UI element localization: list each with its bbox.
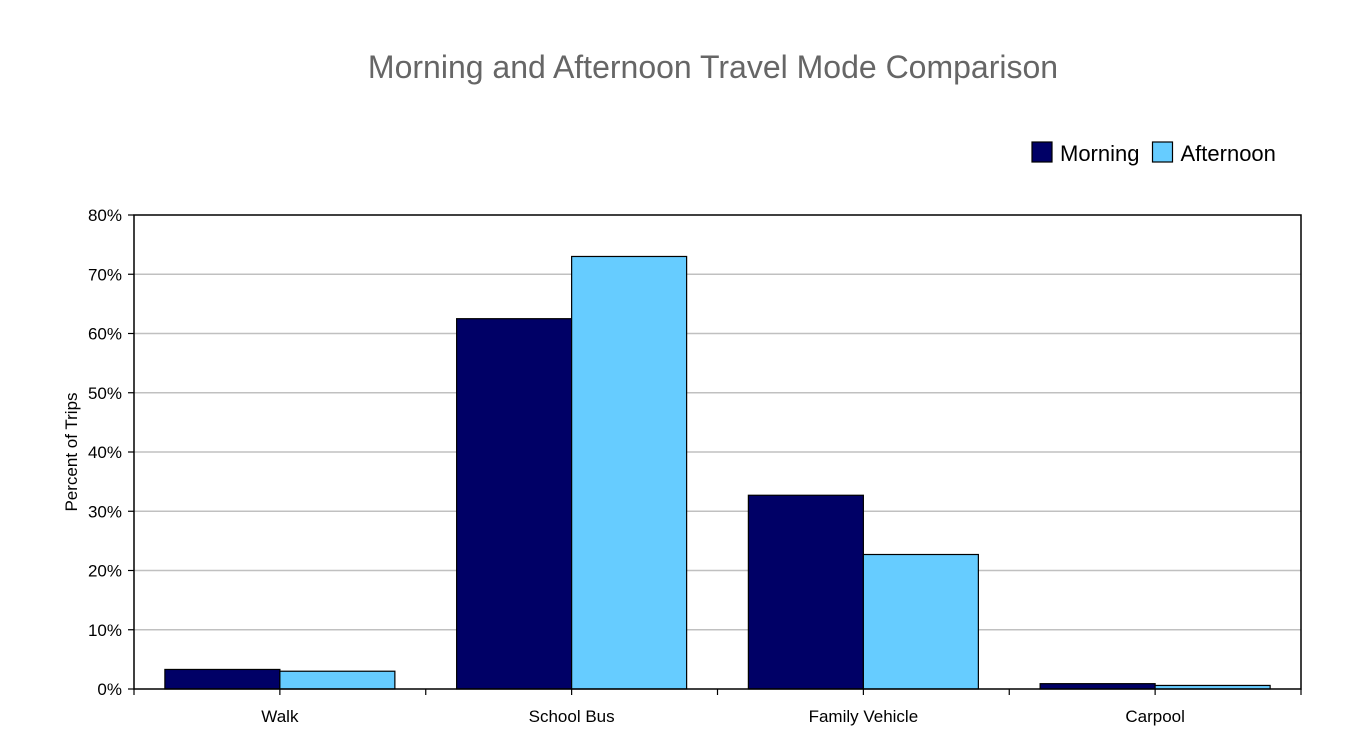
y-tick-label: 30% xyxy=(88,502,122,521)
y-tick-labels: 0% 10% 20% 30% 40% 50% 60% 70% 80% xyxy=(88,206,134,699)
y-tick-label: 60% xyxy=(88,325,122,344)
y-tick-label: 40% xyxy=(88,443,122,462)
chart-title: Morning and Afternoon Travel Mode Compar… xyxy=(368,49,1058,85)
y-tick-label: 20% xyxy=(88,562,122,581)
y-tick-label: 10% xyxy=(88,621,122,640)
legend-label-morning: Morning xyxy=(1060,141,1139,166)
bars xyxy=(164,255,1271,690)
bar-afternoon-walk xyxy=(279,670,396,690)
legend-swatch-morning xyxy=(1031,141,1053,163)
bar-morning-family-vehicle xyxy=(747,494,864,690)
bar-morning-carpool xyxy=(1039,683,1156,690)
y-tick-label: 70% xyxy=(88,265,122,284)
y-axis-title: Percent of Trips xyxy=(62,392,81,511)
bar-morning-school-bus xyxy=(456,318,573,690)
legend: Morning Afternoon xyxy=(1031,141,1276,166)
gridlines xyxy=(134,273,1301,631)
x-tick-label: School Bus xyxy=(529,707,615,726)
legend-label-afternoon: Afternoon xyxy=(1181,141,1276,166)
bar-afternoon-family-vehicle xyxy=(862,553,979,690)
bar-morning-walk xyxy=(164,668,281,690)
x-tick-labels: Walk School Bus Family Vehicle Carpool xyxy=(133,689,1302,726)
legend-swatch-afternoon xyxy=(1151,141,1174,163)
y-tick-label: 80% xyxy=(88,206,122,225)
bar-afternoon-school-bus xyxy=(571,255,688,690)
y-tick-label: 0% xyxy=(97,680,122,699)
x-tick-label: Carpool xyxy=(1125,707,1185,726)
x-tick-label: Walk xyxy=(261,707,299,726)
x-tick-label: Family Vehicle xyxy=(809,707,919,726)
y-tick-label: 50% xyxy=(88,384,122,403)
